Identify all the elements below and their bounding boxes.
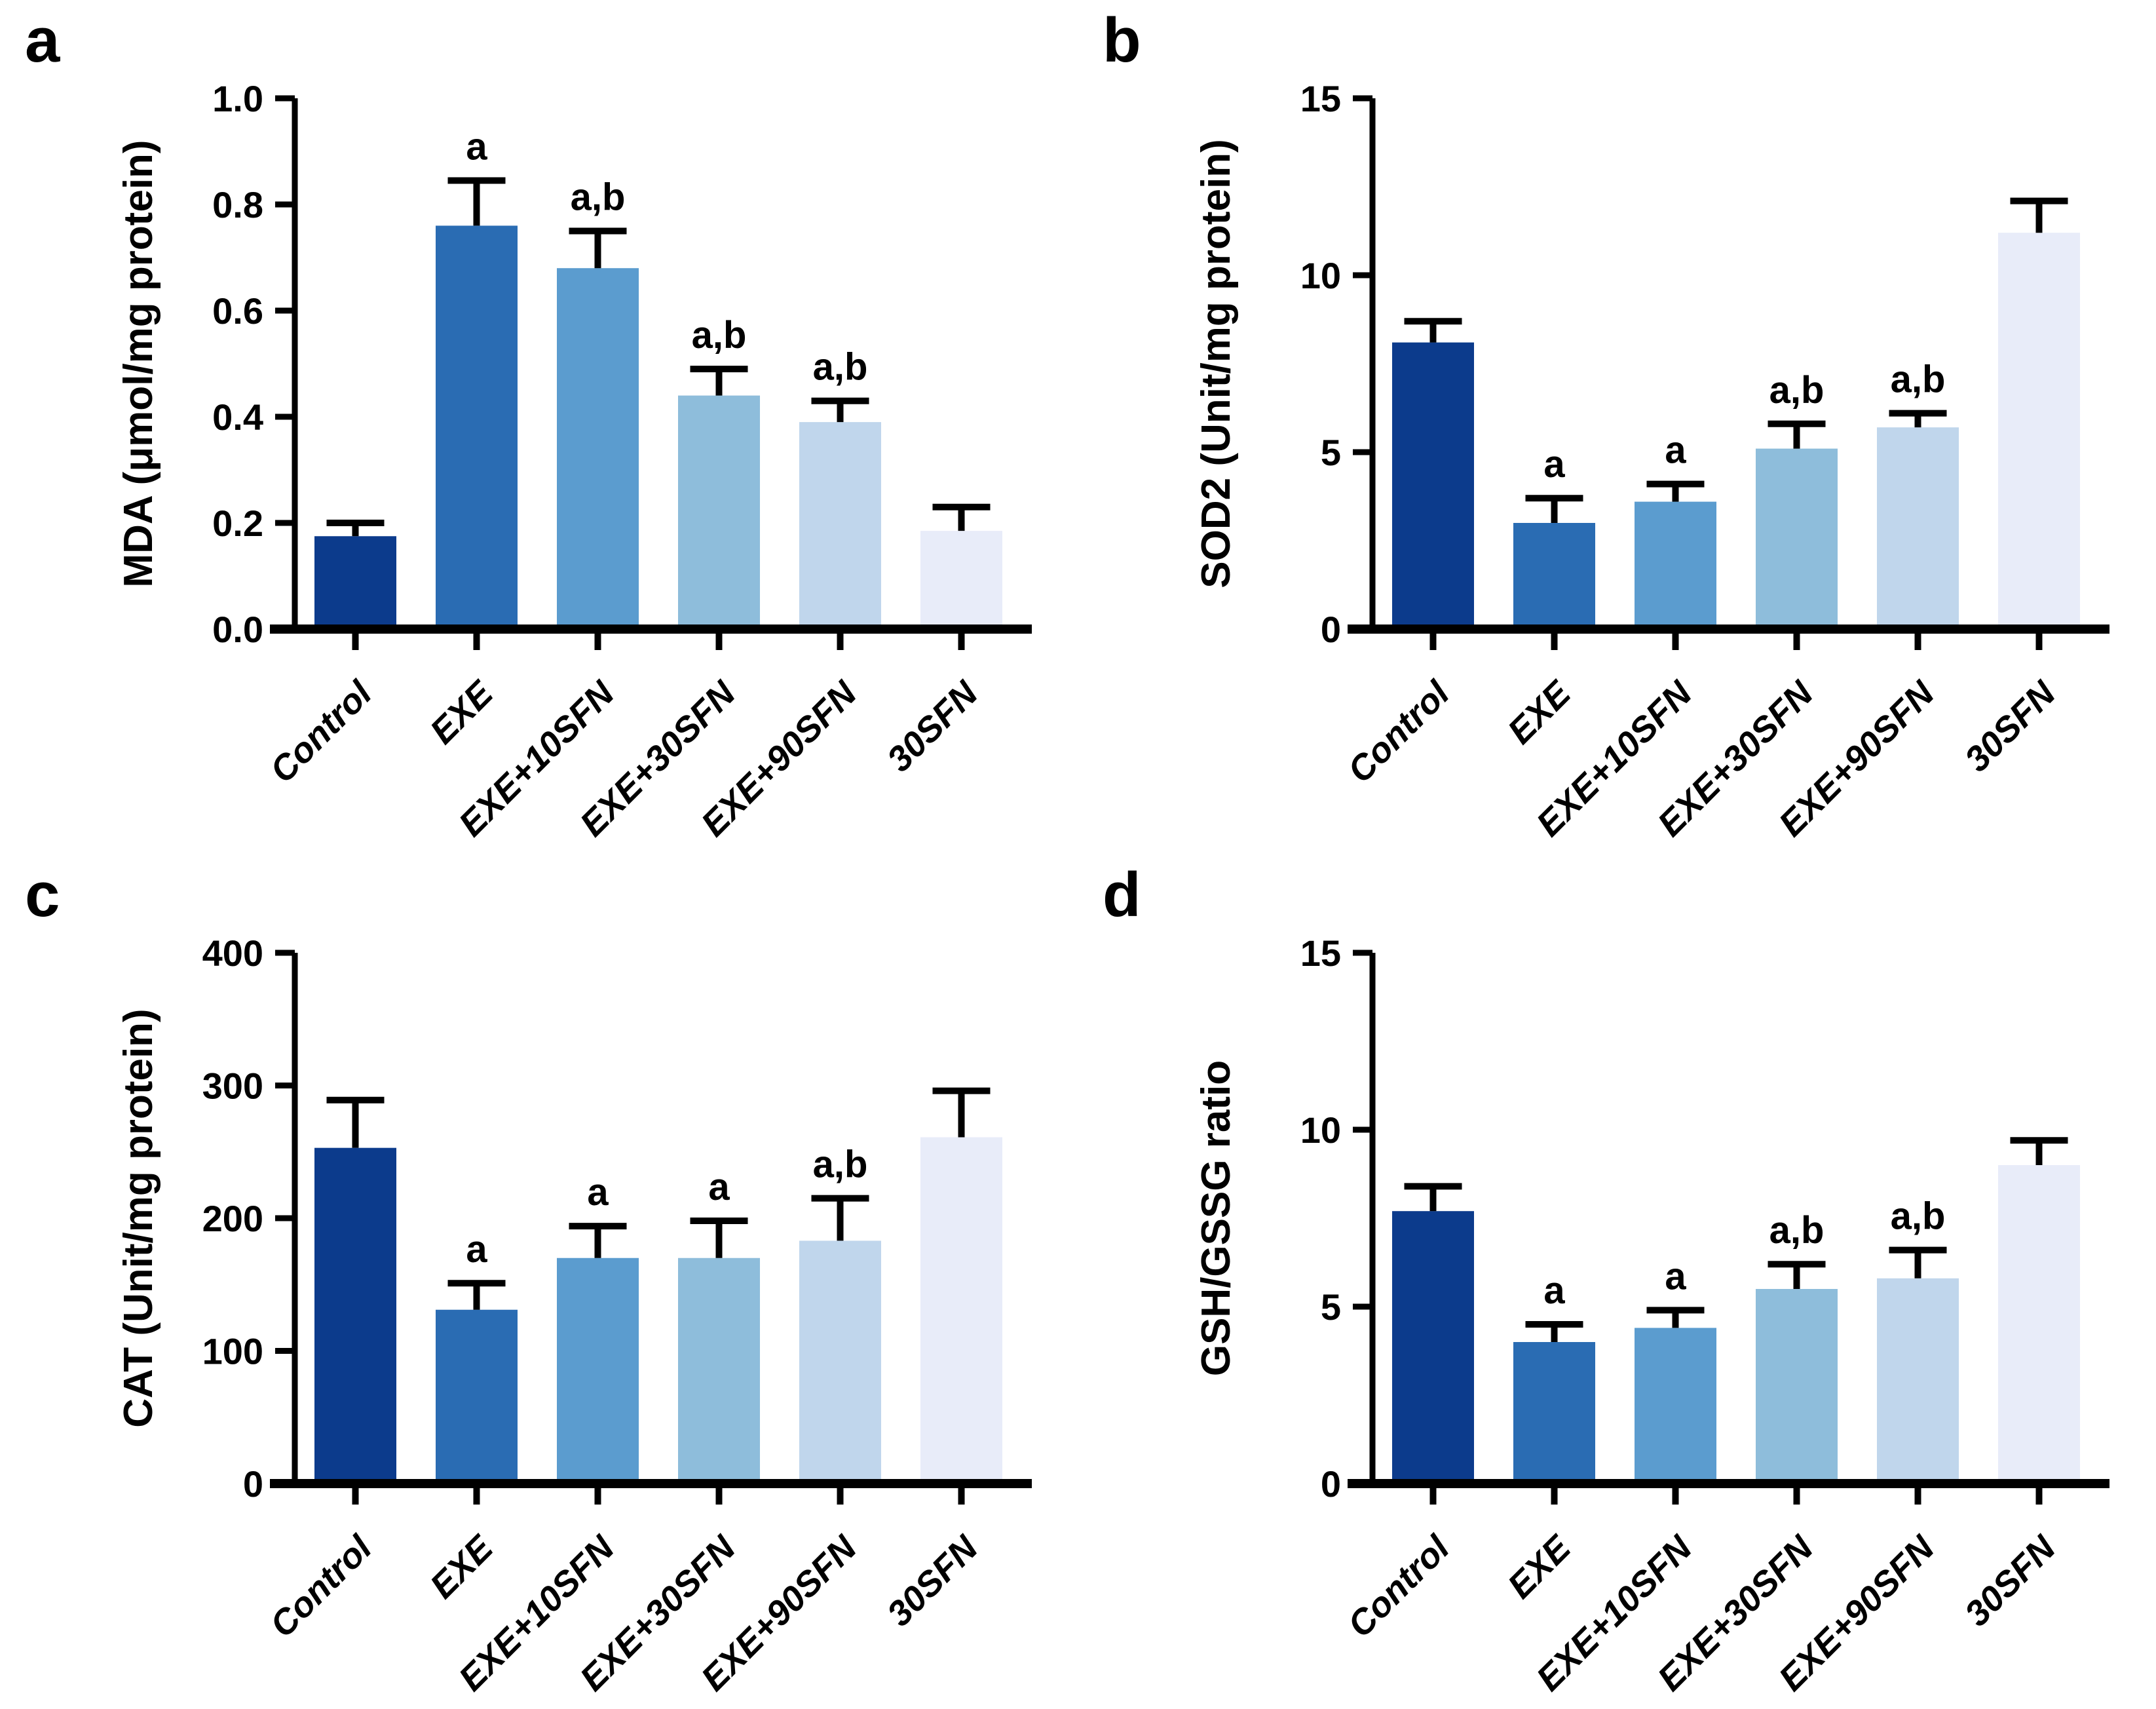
panel-label-a: a [25, 5, 60, 75]
significance-label: a,b [1891, 358, 1946, 401]
significance-label: a [587, 1171, 609, 1214]
bar-EXE+90SFN [799, 1240, 881, 1484]
bar-Control [314, 1147, 396, 1484]
chart-sod2: ControlaEXEaEXE+10SFNa,bEXE+30SFNa,bEXE+… [1194, 78, 2109, 844]
bar-EXE+30SFN [678, 395, 760, 629]
bar-30SFN [920, 1137, 1002, 1484]
x-category-label: 30SFN [1957, 1527, 2064, 1634]
significance-label: a,b [1769, 1209, 1825, 1252]
bar-Control [1392, 342, 1474, 629]
panel-c: c Control a EXE a EXE+10SFN a EXE+30SFN a,b EXE+… [0, 854, 1078, 1709]
chart-mda: ControlaEXEa,bEXE+10SFNa,bEXE+30SFNa,bEX… [116, 78, 1032, 844]
chart-gsh-gssg: ControlaEXEaEXE+10SFNa,bEXE+30SFNa,bEXE+… [1194, 932, 2109, 1699]
x-category-label: EXE [1500, 673, 1579, 752]
x-category-label: 30SFN [880, 1527, 986, 1634]
y-axis-title: MDA (μmol/mg protein) [116, 140, 161, 587]
bar-EXE [436, 225, 518, 629]
y-tick-label: 10 [1300, 255, 1341, 296]
y-tick-label: 0.0 [212, 609, 263, 650]
y-axis-title: SOD2 (Unit/mg protein) [1194, 139, 1239, 588]
significance-label: a,b [813, 346, 868, 389]
y-tick-label: 15 [1300, 78, 1341, 119]
x-category-label: Control [263, 673, 380, 790]
x-category-label: Control [1340, 673, 1458, 790]
bar-EXE+10SFN [557, 268, 639, 629]
bar-EXE+90SFN [1877, 427, 1959, 629]
significance-label: a [1543, 443, 1565, 486]
bar-EXE+90SFN [1877, 1278, 1959, 1484]
panel-label-c: c [25, 860, 60, 930]
y-tick-label: 10 [1300, 1109, 1341, 1151]
y-tick-label: 15 [1300, 932, 1341, 974]
y-axis-title: CAT (Unit/mg protein) [116, 1008, 161, 1427]
significance-label: a,b [1769, 369, 1825, 412]
y-tick-label: 200 [202, 1198, 263, 1239]
panel-a: a Control a EXE a,b EXE+10SFN a,b EXE+30SFN a,b… [0, 0, 1078, 854]
x-category-label: 30SFN [1957, 673, 2064, 779]
x-category-label: 30SFN [880, 673, 986, 779]
bar-EXE+30SFN [1756, 1289, 1838, 1484]
x-category-label: EXE [1500, 1527, 1579, 1606]
y-tick-label: 5 [1321, 432, 1341, 473]
y-tick-label: 0 [1321, 609, 1341, 650]
significance-label: a,b [1891, 1195, 1946, 1238]
bar-EXE+30SFN [1756, 448, 1838, 629]
significance-label: a,b [571, 176, 626, 219]
y-tick-label: 0 [243, 1463, 263, 1505]
significance-label: a [1543, 1269, 1565, 1312]
bar-EXE+30SFN [678, 1258, 760, 1484]
panel-d: d Control a EXE a EXE+10SFN a,b EXE+30SFN a,b EX… [1078, 854, 2156, 1709]
y-tick-label: 1.0 [212, 78, 263, 119]
significance-label: a,b [692, 314, 747, 356]
bar-EXE+90SFN [799, 422, 881, 629]
y-tick-label: 0 [1321, 1463, 1341, 1505]
bar-Control [314, 536, 396, 629]
significance-label: a [708, 1166, 730, 1208]
y-axis-title: GSH/GSSG ratio [1194, 1060, 1239, 1376]
significance-label: a [466, 126, 487, 168]
y-tick-label: 300 [202, 1066, 263, 1107]
bar-Control [1392, 1211, 1474, 1484]
x-category-label: EXE [423, 1527, 501, 1606]
x-category-label: Control [263, 1527, 380, 1645]
bar-EXE+10SFN [1635, 1328, 1716, 1484]
x-category-label: EXE [423, 673, 501, 752]
bar-EXE [1513, 523, 1595, 629]
y-tick-label: 100 [202, 1331, 263, 1372]
bar-30SFN [1998, 1165, 2080, 1484]
bar-EXE+10SFN [1635, 501, 1716, 629]
panel-label-d: d [1103, 860, 1141, 930]
panel-label-b: b [1103, 5, 1141, 75]
bar-30SFN [920, 531, 1002, 629]
y-tick-label: 0.4 [212, 396, 263, 438]
significance-label: a [1665, 1255, 1686, 1297]
significance-label: a [466, 1228, 487, 1271]
y-tick-label: 0.2 [212, 503, 263, 544]
bar-EXE+10SFN [557, 1258, 639, 1484]
significance-label: a,b [813, 1143, 868, 1186]
y-tick-label: 400 [202, 932, 263, 974]
panel-b: b Control a EXE a EXE+10SFN a,b EXE+30SFN a,b EX… [1078, 0, 2156, 854]
chart-cat: ControlaEXEaEXE+10SFNaEXE+30SFNa,bEXE+90… [116, 932, 1032, 1699]
bar-EXE [1513, 1342, 1595, 1484]
bar-EXE [436, 1309, 518, 1484]
bar-30SFN [1998, 233, 2080, 629]
x-category-label: Control [1340, 1527, 1458, 1645]
y-tick-label: 0.6 [212, 290, 263, 332]
significance-label: a [1665, 429, 1686, 472]
y-tick-label: 5 [1321, 1286, 1341, 1328]
y-tick-label: 0.8 [212, 184, 263, 225]
